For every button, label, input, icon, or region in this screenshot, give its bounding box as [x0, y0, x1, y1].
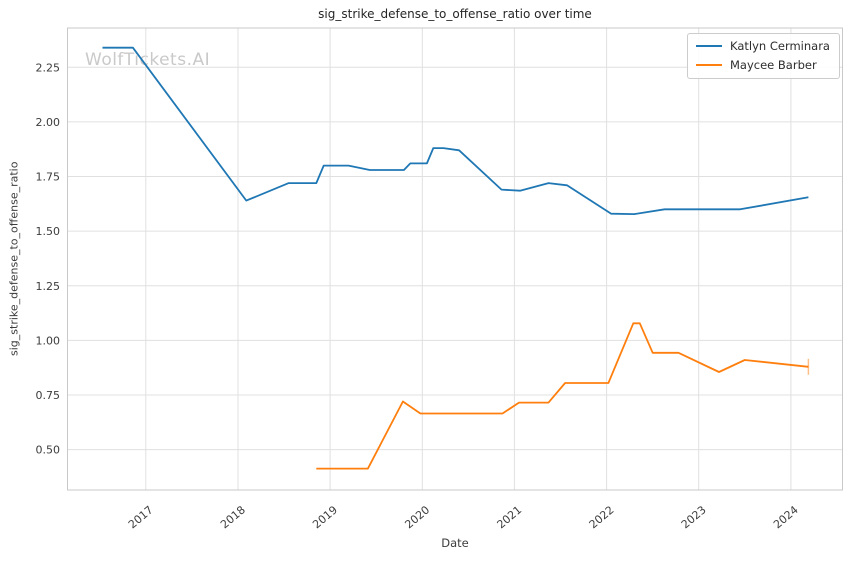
- legend-item-katlyn-cerminara: Katlyn Cerminara: [696, 39, 830, 53]
- y-tick-label: 0.50: [36, 444, 61, 457]
- y-axis-label: sig_strike_defense_to_offense_ratio: [7, 161, 21, 357]
- y-tick-label: 1.75: [36, 171, 61, 184]
- x-tick-label: 2023: [679, 503, 709, 531]
- y-tick-label: 1.50: [36, 225, 61, 238]
- y-tick-label: 2.00: [36, 116, 61, 129]
- x-tick-label: 2020: [402, 503, 432, 531]
- y-tick-label: 2.25: [36, 61, 61, 74]
- x-tick-label: 2017: [126, 503, 156, 531]
- chart-title: sig_strike_defense_to_offense_ratio over…: [318, 7, 592, 21]
- series-line-maycee-barber: [316, 322, 809, 470]
- legend-line-sample-orange: [696, 64, 722, 66]
- legend-label: Maycee Barber: [730, 58, 817, 72]
- x-tick-label: 2018: [218, 503, 248, 531]
- legend-label: Katlyn Cerminara: [730, 39, 830, 53]
- watermark: WolfTickets.AI: [85, 50, 211, 70]
- y-tick-label: 0.75: [36, 389, 61, 402]
- x-axis-label: Date: [441, 536, 469, 550]
- x-tick-label: 2022: [587, 503, 617, 531]
- legend-item-maycee-barber: Maycee Barber: [696, 58, 830, 72]
- x-tick-label: 2024: [771, 503, 801, 531]
- x-tick-label: 2019: [310, 503, 340, 531]
- x-tick-label: 2021: [495, 503, 525, 531]
- series-line-katlyn-cerminara: [102, 46, 809, 216]
- plot-border: [67, 27, 843, 491]
- legend: Katlyn Cerminara Maycee Barber: [687, 33, 840, 79]
- legend-line-sample-blue: [696, 45, 722, 47]
- y-tick-label: 1.00: [36, 334, 61, 347]
- y-tick-label: 1.25: [36, 280, 61, 293]
